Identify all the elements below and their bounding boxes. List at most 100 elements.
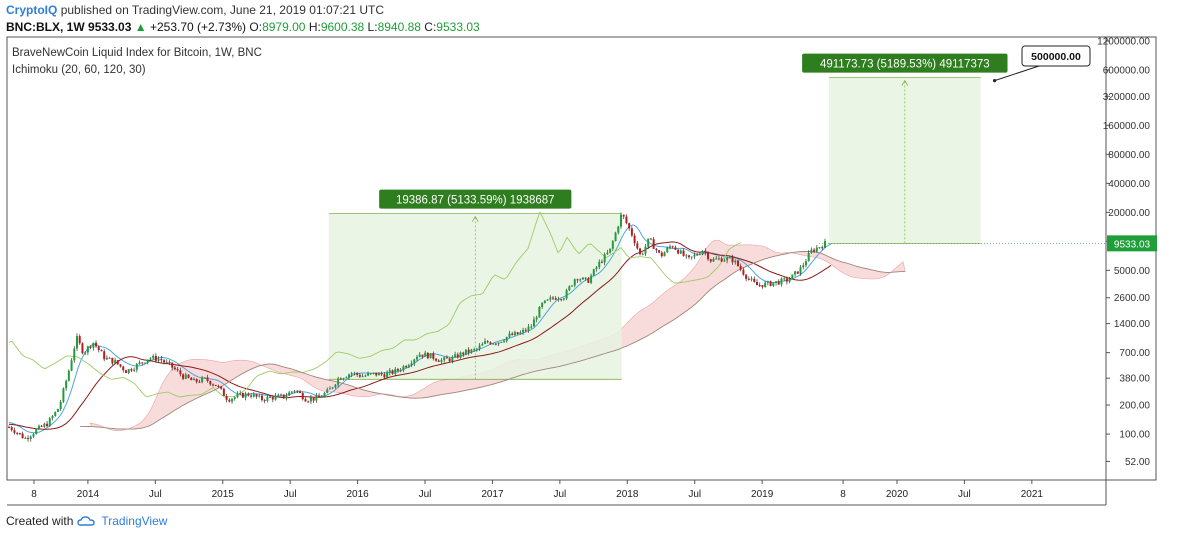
candle-body (641, 253, 644, 255)
candle-body (171, 362, 174, 368)
time-axis: 8 2014 Jul 2015 Jul 2016 Jul 2017 Jul 2018 Jul 2019… (31, 480, 1043, 500)
candle-body (86, 346, 89, 353)
candle-body (726, 257, 729, 261)
candle-body (377, 372, 380, 376)
open-value: 8979.00 (262, 20, 306, 34)
kijun-line (8, 241, 832, 430)
candle-body (546, 299, 549, 301)
candle-body (660, 252, 663, 257)
candle-body (154, 355, 157, 361)
candle-body (8, 427, 10, 429)
candle-body (233, 397, 236, 399)
candle-body (560, 299, 563, 301)
candle-body (524, 329, 527, 331)
candle-body (157, 358, 160, 361)
candle-body (48, 418, 51, 427)
candle-body (54, 411, 57, 417)
candle-body (736, 260, 739, 267)
candle-body (478, 345, 481, 349)
candle-body (179, 370, 182, 375)
candle-body (266, 396, 269, 401)
range-arrow-head (471, 215, 479, 222)
y-tick-label: 160000.00 (1103, 121, 1151, 132)
candle-body (168, 361, 171, 363)
range-label-box (379, 189, 572, 209)
candle-body (309, 397, 312, 402)
candle-body (231, 398, 234, 402)
author-link[interactable]: CryptoIQ (6, 3, 58, 17)
candle-body (592, 269, 595, 276)
candle-body (600, 261, 603, 263)
candle-body (70, 360, 73, 371)
candle-body (119, 364, 122, 367)
candle-body (37, 425, 40, 430)
candle-body (405, 366, 408, 368)
candle-body (124, 370, 127, 373)
candle-body (260, 395, 263, 401)
candle-body (717, 258, 720, 260)
candle-body (375, 372, 378, 376)
candle-body (777, 281, 780, 285)
candle-body (81, 343, 84, 354)
candle-body (475, 348, 478, 350)
candle-body (100, 350, 103, 352)
range-labels: 19386.87 (5133.59%) 1938687 491173.73 (51… (379, 45, 1157, 252)
candle-body (693, 254, 696, 257)
candle-body (541, 302, 544, 307)
candle-body (212, 384, 214, 386)
candle-body (67, 370, 70, 381)
candle-body (247, 393, 250, 396)
candle-body (720, 258, 723, 262)
candle-body (10, 427, 13, 431)
x-tick-label: Jul (149, 489, 162, 500)
candle-body (609, 248, 612, 253)
symbol: BNC:BLX, 1W (6, 20, 85, 34)
candle-body (40, 425, 43, 427)
candle-body (27, 437, 30, 439)
range-label: 19386.87 (5133.59%) 1938687 (396, 195, 555, 207)
range-label-box (802, 53, 1008, 73)
candle-body (620, 214, 622, 227)
candle-body (78, 336, 81, 344)
candle-body (707, 252, 710, 260)
candle-body (505, 336, 508, 341)
candle-body (92, 342, 95, 348)
candle-body (228, 399, 231, 402)
candle-body (513, 332, 516, 336)
candle-body (203, 377, 206, 379)
candle-body (318, 395, 321, 397)
candle-body (617, 226, 620, 233)
candle-body (141, 362, 144, 364)
candle-body (410, 363, 413, 366)
x-tick-label: 2020 (886, 489, 909, 500)
candle-body (753, 278, 756, 283)
candle-body (576, 279, 579, 281)
candle-body (337, 378, 340, 385)
candle-body (187, 374, 190, 378)
candle-body (307, 401, 310, 403)
annotation-text: 500000.00 (1031, 51, 1081, 63)
candle-body (424, 352, 427, 357)
footer: Created with TradingView (6, 514, 167, 528)
candle-body (818, 247, 821, 249)
candle-body (144, 362, 146, 364)
candle-body (484, 341, 486, 344)
last-price-tag (1107, 235, 1157, 252)
candle-body (244, 393, 247, 398)
candle-body (500, 341, 503, 343)
low-value: 8940.88 (377, 20, 421, 34)
candle-body (775, 281, 778, 283)
span-b-line (80, 250, 906, 430)
candle-body (222, 388, 225, 396)
candle-body (369, 373, 372, 375)
high-value: 9600.38 (320, 20, 365, 34)
candle-body (522, 329, 525, 333)
candle-body (429, 353, 432, 359)
candle-body (435, 358, 438, 361)
candle-body (103, 351, 106, 360)
candle-body (250, 395, 253, 397)
y-tick-label: 600000.00 (1103, 66, 1151, 77)
candle-body (269, 396, 272, 398)
tradingview-link[interactable]: TradingView (101, 514, 168, 528)
